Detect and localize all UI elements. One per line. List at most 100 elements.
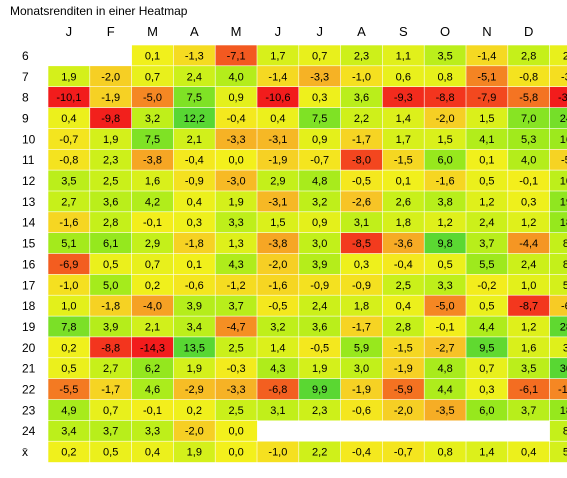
cell-value: 1,0 bbox=[521, 280, 536, 292]
cell-value: 3,7 bbox=[563, 342, 567, 354]
cell-value: -6,1 bbox=[519, 384, 538, 396]
cell-value: 5,5 bbox=[479, 259, 494, 271]
cell-value: -1,8 bbox=[101, 301, 120, 313]
cell-value: -0,7 bbox=[310, 155, 329, 167]
cell-value: -0,6 bbox=[185, 280, 204, 292]
heatmap-cell bbox=[549, 274, 567, 296]
column-label: J bbox=[275, 24, 282, 39]
cell-value: 6,0 bbox=[479, 405, 494, 417]
column-label: D bbox=[524, 24, 533, 39]
cell-value: 0,3 bbox=[354, 259, 369, 271]
cell-value: 28,6 bbox=[560, 322, 567, 334]
cell-value: 6,0 bbox=[437, 155, 452, 167]
column-label: A bbox=[190, 24, 199, 39]
cell-value: -3,1 bbox=[268, 134, 287, 146]
row-label: 20 bbox=[22, 341, 36, 355]
heatmap-cell bbox=[549, 440, 567, 463]
cell-value: 2,4 bbox=[479, 217, 494, 229]
cell-value: 1,9 bbox=[103, 134, 118, 146]
column-label: A bbox=[357, 24, 366, 39]
cell-value: 0,7 bbox=[145, 71, 160, 83]
cell-value: 2,0 bbox=[563, 50, 567, 62]
cell-value: 4,8 bbox=[312, 176, 327, 188]
cell-value: -2,0 bbox=[436, 113, 455, 125]
heatmap-cell bbox=[549, 44, 567, 67]
cell-value: 3,4 bbox=[187, 322, 202, 334]
cell-value: 0,3 bbox=[187, 217, 202, 229]
cell-value: -1,0 bbox=[352, 71, 371, 83]
cell-value: -15,0 bbox=[558, 384, 567, 396]
cell-value: 0,0 bbox=[228, 426, 243, 438]
cell-value: -0,5 bbox=[352, 176, 371, 188]
cell-value: 2,2 bbox=[354, 113, 369, 125]
cell-value: 4,4 bbox=[437, 384, 452, 396]
cell-value: -8,7 bbox=[519, 301, 538, 313]
heatmap-cell bbox=[549, 336, 567, 359]
cell-value: 9,8 bbox=[437, 238, 452, 250]
cell-value: 3,7 bbox=[521, 405, 536, 417]
cell-value: -1,6 bbox=[268, 280, 287, 292]
cell-value: -0,4 bbox=[352, 447, 371, 459]
cell-value: 1,2 bbox=[479, 196, 494, 208]
cell-value: 18,1 bbox=[560, 217, 567, 229]
cell-value: -0,5 bbox=[268, 301, 287, 313]
cell-value: 2,4 bbox=[521, 259, 536, 271]
cell-value: 24,4 bbox=[560, 113, 567, 125]
cell-value: -1,5 bbox=[394, 342, 413, 354]
heatmap-cell bbox=[549, 86, 567, 109]
heatmap-cell bbox=[549, 399, 567, 422]
cell-value: 0,5 bbox=[61, 363, 76, 375]
cell-value: -9,3 bbox=[394, 92, 413, 104]
cell-value: 3,6 bbox=[103, 196, 118, 208]
cell-value: 7,8 bbox=[61, 322, 76, 334]
cell-value: 7,5 bbox=[312, 113, 327, 125]
cell-value: -14,3 bbox=[140, 342, 165, 354]
cell-value: 0,8 bbox=[437, 71, 452, 83]
cell-value: -1,5 bbox=[394, 155, 413, 167]
cell-value: 0,9 bbox=[228, 92, 243, 104]
cell-value: 0,2 bbox=[145, 280, 160, 292]
cell-value: -2,0 bbox=[268, 259, 287, 271]
cell-value: 0,7 bbox=[103, 405, 118, 417]
cell-value: 2,5 bbox=[103, 176, 118, 188]
cell-value: 2,1 bbox=[145, 322, 160, 334]
cell-value: -1,6 bbox=[59, 217, 78, 229]
cell-value: 3,9 bbox=[187, 301, 202, 313]
cell-value: 5,3 bbox=[521, 134, 536, 146]
cell-value: -0,1 bbox=[436, 322, 455, 334]
cell-value: 12,2 bbox=[184, 113, 205, 125]
cell-value: -4,0 bbox=[143, 301, 162, 313]
cell-value: 2,8 bbox=[103, 217, 118, 229]
cell-value: 0,2 bbox=[61, 447, 76, 459]
heatmap-cell bbox=[549, 315, 567, 338]
cell-value: -5,0 bbox=[436, 301, 455, 313]
cell-value: -2,7 bbox=[436, 342, 455, 354]
cell-value: -1,4 bbox=[268, 71, 287, 83]
cell-value: -1,7 bbox=[101, 384, 120, 396]
cell-value: -0,7 bbox=[59, 134, 78, 146]
cell-value: 2,8 bbox=[521, 50, 536, 62]
cell-value: 0,0 bbox=[228, 155, 243, 167]
cell-value: 1,7 bbox=[270, 50, 285, 62]
cell-value: -3,8 bbox=[143, 155, 162, 167]
cell-value: 3,7 bbox=[479, 238, 494, 250]
row-label: 13 bbox=[22, 195, 36, 209]
cell-value: -0,8 bbox=[59, 155, 78, 167]
cell-value: 1,6 bbox=[521, 342, 536, 354]
cell-value: 9,5 bbox=[479, 342, 494, 354]
cell-value: -8,8 bbox=[101, 342, 120, 354]
cell-value: 16,7 bbox=[560, 134, 567, 146]
cell-value: -1,0 bbox=[59, 280, 78, 292]
cell-value: -8,5 bbox=[352, 238, 371, 250]
cell-value: 1,9 bbox=[187, 447, 202, 459]
cell-value: 3,2 bbox=[312, 196, 327, 208]
cell-value: 4,9 bbox=[61, 405, 76, 417]
cell-value: -1,9 bbox=[352, 384, 371, 396]
cell-value: -0,8 bbox=[519, 71, 538, 83]
cell-value: 4,3 bbox=[270, 363, 285, 375]
row-label: 22 bbox=[22, 383, 36, 397]
row-label: 23 bbox=[22, 403, 36, 417]
cell-value: -1,3 bbox=[185, 50, 204, 62]
cell-value: -2,0 bbox=[394, 405, 413, 417]
cell-value: 3,2 bbox=[145, 113, 160, 125]
